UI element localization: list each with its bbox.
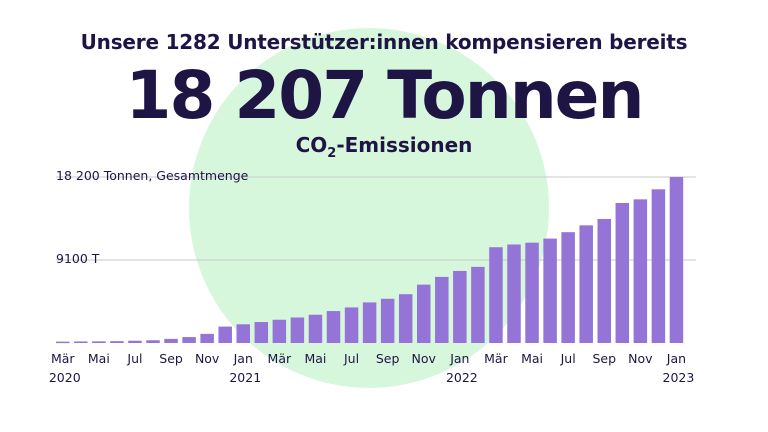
bar: [651, 189, 666, 343]
bar: [615, 202, 630, 343]
bar: [417, 284, 431, 343]
bar: [471, 266, 485, 343]
x-tick-month: Mai: [88, 351, 110, 366]
bar: [507, 244, 521, 343]
bar: [218, 326, 232, 343]
x-tick-year: 2022: [446, 370, 478, 385]
x-tick-year: 2021: [229, 370, 261, 385]
x-tick-month: Mär: [51, 351, 75, 366]
bar: [128, 340, 142, 343]
bar: [200, 333, 214, 343]
x-tick-month: Nov: [412, 351, 437, 366]
bar: [272, 319, 287, 343]
bar: [380, 298, 395, 343]
bar: [453, 270, 467, 343]
bar: [435, 276, 449, 343]
bars: [56, 177, 684, 344]
bar: [525, 242, 539, 343]
reference-line-label: 9100 T: [56, 251, 100, 266]
x-tick-month: Jan: [666, 351, 686, 366]
bar: [398, 294, 413, 343]
x-tick-month: Jul: [560, 351, 576, 366]
bar: [236, 324, 250, 343]
x-tick-month: Sep: [592, 351, 616, 366]
x-tick-month: Mai: [304, 351, 326, 366]
unit-label: CO2-Emissionen: [0, 133, 768, 161]
unit-main: CO: [295, 133, 328, 157]
x-axis-ticks: Mär 2020 Mai Jul Sep Nov Jan 2021 Mär Mai Jul Sep No…: [49, 351, 695, 385]
x-tick-month: Mär: [268, 351, 292, 366]
bar: [579, 225, 593, 343]
bar: [164, 338, 178, 343]
x-tick-month: Sep: [376, 351, 400, 366]
bar: [74, 341, 88, 343]
x-tick-month: Jan: [233, 351, 253, 366]
bar: [543, 238, 557, 343]
headline-total: 18 207 Tonnen: [125, 57, 645, 134]
bar: [182, 337, 196, 343]
x-tick-month: Nov: [628, 351, 653, 366]
x-tick-month: Mai: [521, 351, 543, 366]
x-tick-month: Sep: [159, 351, 183, 366]
bar: [308, 314, 323, 343]
bar: [633, 199, 648, 343]
bar: [92, 341, 106, 343]
x-tick-month: Jan: [449, 351, 469, 366]
bar: [344, 307, 359, 343]
unit-subscript: 2: [327, 146, 337, 161]
subtitle: Unsere 1282 Unterstützer:innen kompensie…: [80, 30, 688, 54]
x-tick-month: Jul: [343, 351, 359, 366]
bar: [146, 340, 160, 343]
bar: [489, 247, 503, 343]
unit-rest: -Emissionen: [336, 133, 473, 157]
x-tick-year: 2023: [663, 370, 695, 385]
x-tick-month: Jul: [126, 351, 142, 366]
bar: [110, 341, 124, 343]
bar: [326, 311, 341, 343]
bar: [362, 302, 377, 343]
bar: [669, 177, 684, 343]
x-tick-year: 2020: [49, 370, 81, 385]
bar: [597, 218, 611, 343]
x-tick-month: Mär: [484, 351, 508, 366]
bar: [254, 322, 269, 343]
reference-line-label: 18 200 Tonnen, Gesamtmenge: [56, 168, 249, 183]
bar: [56, 341, 70, 344]
bar: [561, 232, 575, 343]
bar: [290, 317, 305, 343]
x-tick-month: Nov: [195, 351, 220, 366]
